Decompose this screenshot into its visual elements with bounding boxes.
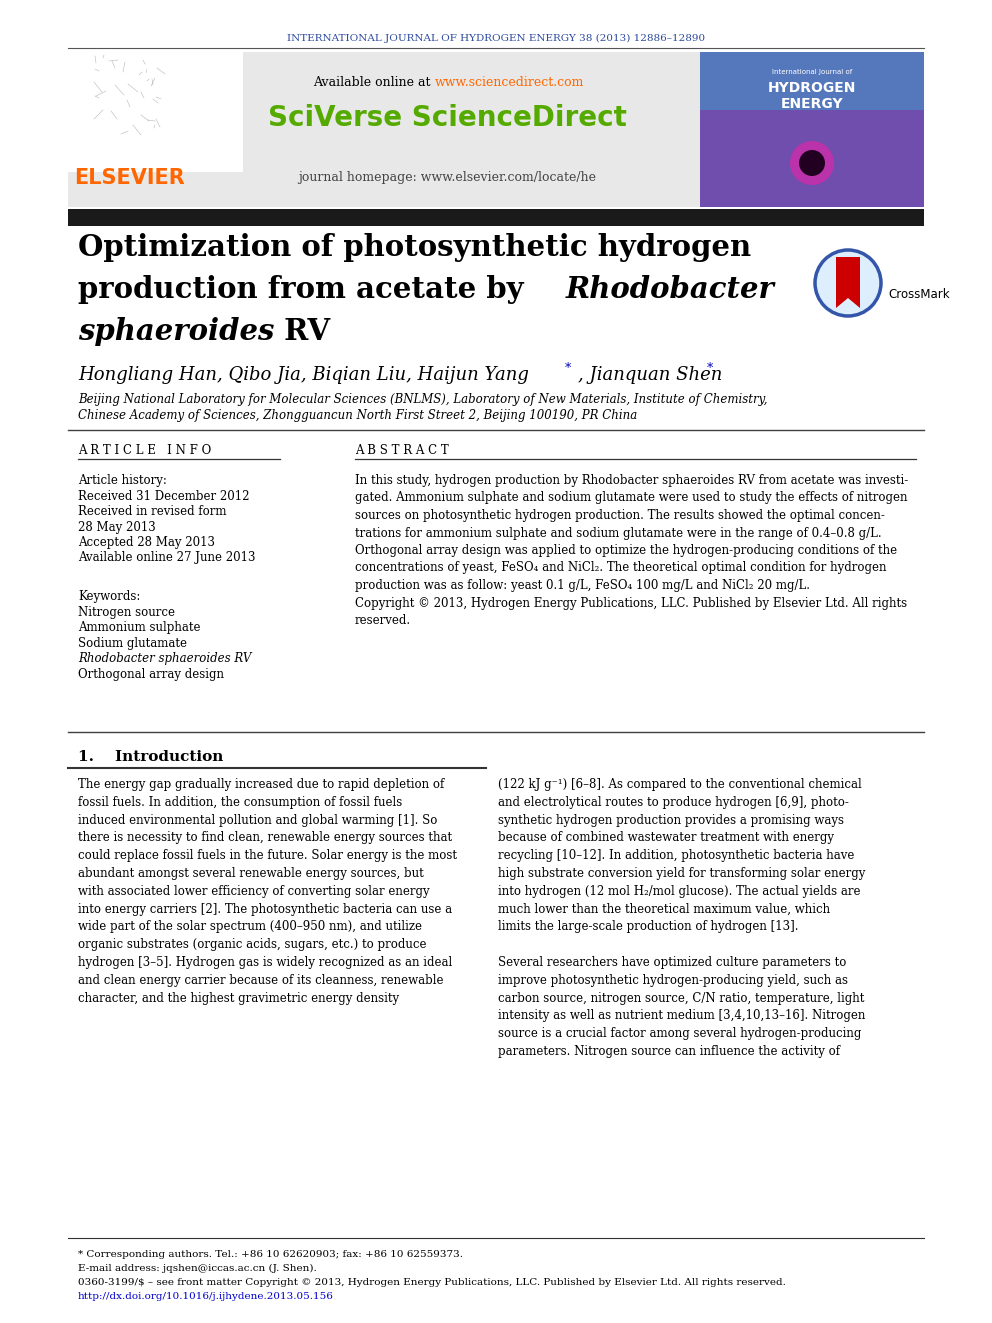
Text: 28 May 2013: 28 May 2013 xyxy=(78,520,156,533)
Circle shape xyxy=(799,149,825,176)
Text: * Corresponding authors. Tel.: +86 10 62620903; fax: +86 10 62559373.: * Corresponding authors. Tel.: +86 10 62… xyxy=(78,1250,463,1259)
Text: CrossMark: CrossMark xyxy=(888,288,949,302)
Text: E-mail address: jqshen@iccas.ac.cn (J. Shen).: E-mail address: jqshen@iccas.ac.cn (J. S… xyxy=(78,1263,316,1273)
Text: Rhodobacter sphaeroides RV: Rhodobacter sphaeroides RV xyxy=(78,652,251,665)
Text: Chinese Academy of Sciences, Zhongguancun North First Street 2, Beijing 100190, : Chinese Academy of Sciences, Zhongguancu… xyxy=(78,410,637,422)
Text: *: * xyxy=(707,363,713,376)
Text: Sodium glutamate: Sodium glutamate xyxy=(78,636,187,650)
Text: International Journal of: International Journal of xyxy=(772,69,852,75)
Text: production from acetate by: production from acetate by xyxy=(78,275,534,304)
Text: Accepted 28 May 2013: Accepted 28 May 2013 xyxy=(78,536,215,549)
Circle shape xyxy=(815,250,881,316)
Bar xyxy=(68,209,924,226)
Text: ELSEVIER: ELSEVIER xyxy=(74,168,186,188)
Text: Keywords:: Keywords: xyxy=(78,590,141,603)
Text: *: * xyxy=(565,363,571,376)
Text: A R T I C L E   I N F O: A R T I C L E I N F O xyxy=(78,443,211,456)
Text: Available online at: Available online at xyxy=(313,77,435,90)
Text: , Jianquan Shen: , Jianquan Shen xyxy=(578,366,722,384)
Text: Orthogonal array design: Orthogonal array design xyxy=(78,668,224,681)
Text: In this study, hydrogen production by Rhodobacter sphaeroides RV from acetate wa: In this study, hydrogen production by Rh… xyxy=(355,474,909,627)
Text: ENERGY: ENERGY xyxy=(781,97,843,111)
Text: (122 kJ g⁻¹) [6–8]. As compared to the conventional chemical
and electrolytical : (122 kJ g⁻¹) [6–8]. As compared to the c… xyxy=(498,778,865,1058)
Bar xyxy=(700,52,924,206)
Text: http://dx.doi.org/10.1016/j.ijhydene.2013.05.156: http://dx.doi.org/10.1016/j.ijhydene.201… xyxy=(78,1293,334,1301)
Text: Received in revised form: Received in revised form xyxy=(78,505,226,519)
Text: Optimization of photosynthetic hydrogen: Optimization of photosynthetic hydrogen xyxy=(78,233,751,262)
Circle shape xyxy=(790,142,834,185)
Bar xyxy=(700,110,924,206)
Text: Hongliang Han, Qibo Jia, Biqian Liu, Haijun Yang: Hongliang Han, Qibo Jia, Biqian Liu, Hai… xyxy=(78,366,529,384)
Bar xyxy=(68,52,924,206)
Text: Received 31 December 2012: Received 31 December 2012 xyxy=(78,490,250,503)
Text: A B S T R A C T: A B S T R A C T xyxy=(355,443,448,456)
Text: Available online 27 June 2013: Available online 27 June 2013 xyxy=(78,552,256,565)
Text: journal homepage: www.elsevier.com/locate/he: journal homepage: www.elsevier.com/locat… xyxy=(298,172,596,184)
Text: 1.    Introduction: 1. Introduction xyxy=(78,750,223,763)
Text: INTERNATIONAL JOURNAL OF HYDROGEN ENERGY 38 (2013) 12886–12890: INTERNATIONAL JOURNAL OF HYDROGEN ENERGY… xyxy=(287,33,705,42)
Text: 0360-3199/$ – see front matter Copyright © 2013, Hydrogen Energy Publications, L: 0360-3199/$ – see front matter Copyright… xyxy=(78,1278,786,1287)
Bar xyxy=(68,52,243,172)
Text: Beijing National Laboratory for Molecular Sciences (BNLMS), Laboratory of New Ma: Beijing National Laboratory for Molecula… xyxy=(78,393,768,406)
Text: Ammonium sulphate: Ammonium sulphate xyxy=(78,622,200,634)
Text: Article history:: Article history: xyxy=(78,474,167,487)
Text: RV: RV xyxy=(274,318,330,347)
Text: Rhodobacter: Rhodobacter xyxy=(566,275,775,304)
Text: SciVerse ScienceDirect: SciVerse ScienceDirect xyxy=(268,105,626,132)
Text: HYDROGEN: HYDROGEN xyxy=(768,81,856,95)
Text: www.sciencedirect.com: www.sciencedirect.com xyxy=(435,77,584,90)
Polygon shape xyxy=(836,257,860,308)
Text: Nitrogen source: Nitrogen source xyxy=(78,606,175,619)
Text: The energy gap gradually increased due to rapid depletion of
fossil fuels. In ad: The energy gap gradually increased due t… xyxy=(78,778,457,1004)
Text: sphaeroides: sphaeroides xyxy=(78,318,275,347)
